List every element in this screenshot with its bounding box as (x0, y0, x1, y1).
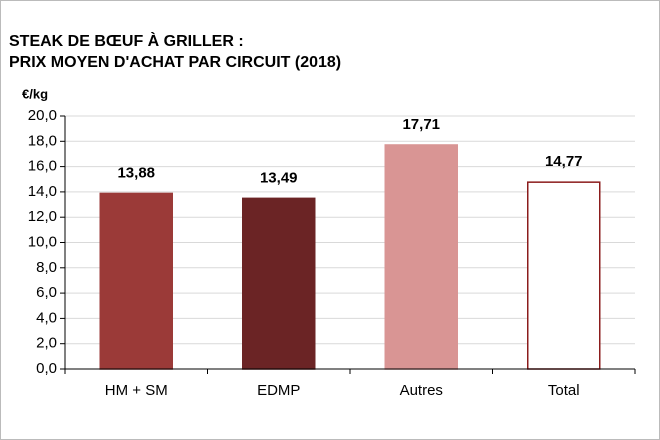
x-tick-label: Total (548, 382, 580, 399)
y-tick-label: 16,0 (28, 158, 57, 175)
data-label: 13,88 (117, 164, 155, 181)
y-tick-label: 4,0 (36, 309, 57, 326)
chart-subtitle: PRIX MOYEN D'ACHAT PAR CIRCUIT (2018) (9, 54, 341, 71)
x-tick-label: EDMP (257, 382, 300, 399)
bar (242, 197, 316, 370)
y-tick-label: 8,0 (36, 259, 57, 276)
x-tick-label: HM + SM (105, 382, 168, 399)
y-tick-label: 12,0 (28, 208, 57, 225)
x-tick-label: Autres (400, 382, 443, 399)
bar (384, 144, 458, 370)
data-label: 17,71 (402, 116, 440, 133)
y-tick-label: 0,0 (36, 360, 57, 377)
y-tick-label: 10,0 (28, 233, 57, 250)
data-label: 14,77 (545, 153, 583, 170)
y-tick-label: 2,0 (36, 335, 57, 352)
y-axis-label: €/kg (22, 86, 48, 101)
data-label: 13,49 (260, 169, 298, 186)
chart-title: STEAK DE BŒUF À GRILLER : (9, 31, 244, 50)
y-tick-label: 20,0 (28, 107, 57, 124)
y-tick-label: 18,0 (28, 132, 57, 149)
y-tick-label: 6,0 (36, 284, 57, 301)
bar (527, 181, 601, 370)
bar (99, 192, 173, 370)
y-tick-label: 14,0 (28, 183, 57, 200)
